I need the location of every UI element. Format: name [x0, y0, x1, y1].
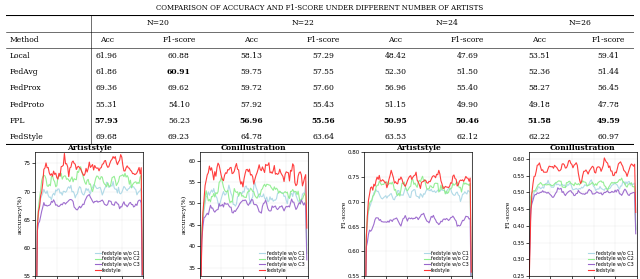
Y-axis label: accuracy(%): accuracy(%) — [182, 194, 187, 234]
Text: N=20: N=20 — [147, 20, 170, 27]
Text: 51.58: 51.58 — [527, 117, 552, 125]
Text: F1-score: F1-score — [307, 36, 340, 44]
Text: 56.23: 56.23 — [168, 117, 190, 125]
Text: 49.18: 49.18 — [529, 100, 550, 109]
Text: 57.55: 57.55 — [312, 68, 334, 76]
Text: 63.64: 63.64 — [312, 133, 334, 141]
Text: 50.95: 50.95 — [383, 117, 407, 125]
Legend: fedstyle w/o C1, fedstyle w/o C2, fedstyle w/o C3, fedstyle: fedstyle w/o C1, fedstyle w/o C2, fedsty… — [259, 250, 305, 274]
Text: 47.69: 47.69 — [456, 52, 478, 60]
Text: 57.60: 57.60 — [312, 84, 334, 92]
Text: FedProto: FedProto — [10, 100, 45, 109]
Text: FedProx: FedProx — [10, 84, 41, 92]
Title: Conillustration: Conillustration — [550, 144, 616, 152]
Title: Artiststyle: Artiststyle — [396, 144, 441, 152]
Text: F1-score: F1-score — [592, 36, 625, 44]
Text: 59.41: 59.41 — [598, 52, 620, 60]
Text: 55.31: 55.31 — [96, 100, 118, 109]
Text: Local: Local — [10, 52, 30, 60]
Text: 55.43: 55.43 — [312, 100, 334, 109]
Text: 62.12: 62.12 — [456, 133, 478, 141]
Text: 53.51: 53.51 — [529, 52, 550, 60]
Text: FedStyle: FedStyle — [10, 133, 44, 141]
Legend: fedstyle w/o C1, fedstyle w/o C2, fedstyle w/o C3, fedstyle: fedstyle w/o C1, fedstyle w/o C2, fedsty… — [94, 250, 141, 274]
Text: Acc: Acc — [388, 36, 403, 44]
Text: 69.23: 69.23 — [168, 133, 190, 141]
Text: 51.15: 51.15 — [385, 100, 406, 109]
Text: 69.36: 69.36 — [96, 84, 118, 92]
Text: 56.45: 56.45 — [598, 84, 620, 92]
Title: Conillustration: Conillustration — [221, 144, 287, 152]
Text: 57.93: 57.93 — [95, 117, 118, 125]
Title: Artiststyle: Artiststyle — [67, 144, 112, 152]
Text: COMPARISON OF ACCURACY AND F1-SCORE UNDER DIFFERENT NUMBER OF ARTISTS: COMPARISON OF ACCURACY AND F1-SCORE UNDE… — [156, 4, 484, 12]
Legend: fedstyle w/o C1, fedstyle w/o C2, fedstyle w/o C3, fedstyle: fedstyle w/o C1, fedstyle w/o C2, fedsty… — [423, 250, 470, 274]
Text: FPL: FPL — [10, 117, 25, 125]
Text: 52.30: 52.30 — [384, 68, 406, 76]
Y-axis label: F1-score: F1-score — [341, 200, 346, 228]
Text: N=26: N=26 — [569, 20, 592, 27]
Text: 60.97: 60.97 — [598, 133, 620, 141]
Text: 61.86: 61.86 — [96, 68, 118, 76]
Text: 59.72: 59.72 — [240, 84, 262, 92]
Text: 63.53: 63.53 — [384, 133, 406, 141]
Text: 55.56: 55.56 — [311, 117, 335, 125]
Text: 62.22: 62.22 — [529, 133, 550, 141]
Text: 49.59: 49.59 — [596, 117, 620, 125]
Text: F1-score: F1-score — [451, 36, 484, 44]
Text: 51.44: 51.44 — [598, 68, 620, 76]
Text: N=22: N=22 — [291, 20, 314, 27]
Text: Acc: Acc — [244, 36, 258, 44]
Text: 57.29: 57.29 — [312, 52, 334, 60]
Text: N=24: N=24 — [436, 20, 458, 27]
Legend: fedstyle w/o C1, fedstyle w/o C2, fedstyle w/o C3, fedstyle: fedstyle w/o C1, fedstyle w/o C2, fedsty… — [588, 250, 634, 274]
Text: 57.92: 57.92 — [240, 100, 262, 109]
Text: Acc: Acc — [532, 36, 547, 44]
Text: Method: Method — [10, 36, 39, 44]
Text: 47.78: 47.78 — [598, 100, 620, 109]
Text: 59.75: 59.75 — [240, 68, 262, 76]
Text: 58.27: 58.27 — [529, 84, 550, 92]
Text: 52.36: 52.36 — [529, 68, 550, 76]
Text: 51.50: 51.50 — [456, 68, 478, 76]
Text: 61.96: 61.96 — [96, 52, 118, 60]
Text: 58.13: 58.13 — [240, 52, 262, 60]
Text: 56.96: 56.96 — [385, 84, 406, 92]
Y-axis label: accuracy(%): accuracy(%) — [17, 194, 22, 234]
Text: 64.78: 64.78 — [240, 133, 262, 141]
Text: 56.96: 56.96 — [239, 117, 263, 125]
Text: FedAvg: FedAvg — [10, 68, 38, 76]
Text: 55.40: 55.40 — [456, 84, 478, 92]
Text: 69.68: 69.68 — [96, 133, 118, 141]
Text: 49.90: 49.90 — [456, 100, 478, 109]
Text: Acc: Acc — [100, 36, 114, 44]
Text: 54.10: 54.10 — [168, 100, 190, 109]
Text: 60.88: 60.88 — [168, 52, 190, 60]
Text: 60.91: 60.91 — [167, 68, 191, 76]
Text: F1-score: F1-score — [162, 36, 196, 44]
Text: 48.42: 48.42 — [385, 52, 406, 60]
Y-axis label: F1-score: F1-score — [506, 200, 511, 228]
Text: 50.46: 50.46 — [456, 117, 479, 125]
Text: 69.62: 69.62 — [168, 84, 190, 92]
